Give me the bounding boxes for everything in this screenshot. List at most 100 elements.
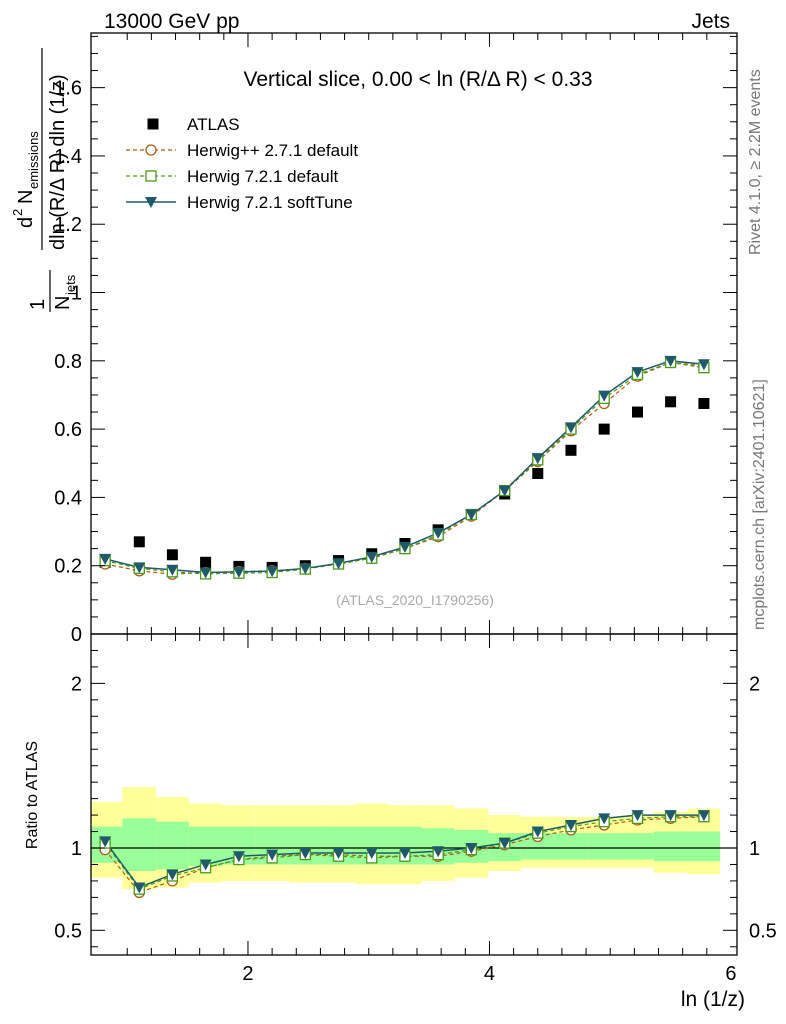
band-inner-1 <box>122 818 157 872</box>
main-softtune-point-9 <box>398 541 411 553</box>
legend: ATLAS Herwig++ 2.7.1 default Herwig 7.2.… <box>126 115 358 212</box>
main-softtune-point-10 <box>432 527 445 539</box>
ratio-softtune-point-12 <box>498 838 511 850</box>
main-atlas-point-14 <box>565 444 577 456</box>
main-softtune-point-6 <box>299 563 312 575</box>
main-atlas-point-16 <box>632 406 644 418</box>
band-inner-16 <box>621 833 654 860</box>
main-softtune-point-17 <box>664 355 677 367</box>
y-label-d: d <box>15 217 37 228</box>
y-label-n: N <box>15 190 37 204</box>
data-markers <box>99 355 710 899</box>
main-ytick-label-5: 1 <box>71 283 82 305</box>
ratio-softtune-point-4 <box>232 851 245 863</box>
ratio-ytick-label-right-1: 1 <box>749 838 760 860</box>
main-softtune-point-3 <box>199 567 212 579</box>
y-label-frac-num: 1 <box>27 299 49 310</box>
ratio-softtune-point-18 <box>697 810 710 822</box>
legend-symbol-herwig721 <box>145 170 157 182</box>
main-ytick-label-4: 0.8 <box>54 351 82 373</box>
main-softtune-point-7 <box>332 558 345 570</box>
ratio-y-axis-label: Ratio to ATLAS <box>24 741 41 849</box>
ratio-softtune-point-10 <box>432 846 445 858</box>
band-inner-15 <box>587 833 622 860</box>
ratio-ytick-label-left-1: 1 <box>71 838 82 860</box>
main-softtune-point-15 <box>598 390 611 402</box>
main-atlas-point-13 <box>532 468 544 480</box>
main-softtune-point-4 <box>232 566 245 578</box>
legend-label-softtune: Herwig 7.2.1 softTune <box>187 193 353 212</box>
rivet-label: Rivet 4.1.0, ≥ 2.2M events <box>747 69 764 255</box>
ratio-ytick-label-left-0: 0.5 <box>54 920 82 942</box>
main-atlas-point-15 <box>598 423 610 435</box>
axis-ticks: 0 0.2 0.4 0.6 0.8 1 1.2 1.4 1.6 2 4 6 0.5 0.5 1 1 2 2 <box>54 33 777 985</box>
ratio-frame <box>90 633 738 956</box>
band-inner-2 <box>156 821 189 870</box>
main-atlas-point-1 <box>133 536 145 548</box>
main-ytick-label-3: 0.6 <box>54 419 82 441</box>
legend-symbol-atlas <box>147 118 159 130</box>
main-ytick-label-2: 0.4 <box>54 487 82 509</box>
band-inner-14 <box>554 833 588 860</box>
y-label-frac-den-sub: jets <box>63 274 78 296</box>
ratio-ytick-label-right-2: 2 <box>749 673 760 695</box>
ratio-xtick-label-2: 6 <box>725 963 736 985</box>
mcplots-label: mcplots.cern.ch [arXiv:2401.10621] <box>751 379 768 630</box>
ratio-softtune-point-11 <box>465 843 478 854</box>
ratio-softtune-point-1 <box>133 882 146 894</box>
legend-label-herwig721: Herwig 7.2.1 default <box>187 167 338 186</box>
legend-label-atlas: ATLAS <box>187 115 240 134</box>
main-softtune-point-5 <box>266 566 279 578</box>
ratio-softtune-point-13 <box>531 826 544 838</box>
ratio-ytick-label-right-0: 0.5 <box>749 920 777 942</box>
ratio-softtune-point-17 <box>664 810 677 822</box>
main-softtune-point-1 <box>133 562 146 574</box>
main-ytick-label-8: 1.6 <box>54 78 82 100</box>
main-atlas-point-17 <box>665 396 677 408</box>
plot-title: Vertical slice, 0.00 < ln (R/Δ R) < 0.33 <box>243 68 592 91</box>
ratio-softtune-point-16 <box>631 810 644 822</box>
legend-symbol-herwigpp <box>145 144 157 156</box>
main-softtune-point-11 <box>465 509 478 521</box>
main-softtune-point-14 <box>564 422 577 434</box>
ratio-softtune-point-6 <box>299 847 312 859</box>
axes-frames <box>90 32 738 956</box>
ratio-softtune-point-0 <box>99 836 112 848</box>
ratio-softtune-point-5 <box>266 849 279 861</box>
x-axis-label: ln (1/z) <box>681 988 745 1011</box>
main-softtune-point-13 <box>531 453 544 465</box>
band-inner-17 <box>653 831 688 862</box>
ratio-softtune-point-15 <box>598 813 611 825</box>
main-softtune-point-18 <box>697 359 710 371</box>
ratio-softtune-point-7 <box>332 847 345 859</box>
main-softtune-point-2 <box>166 564 179 576</box>
main-ytick-label-1: 0.2 <box>54 556 82 578</box>
y-label-denominator: dln (R/Δ R) dln (1/z) <box>47 74 69 250</box>
main-atlas-point-2 <box>166 549 178 561</box>
ratio-softtune-point-8 <box>365 847 378 859</box>
ratio-xtick-label-0: 2 <box>242 963 253 985</box>
main-softtune-point-16 <box>631 367 644 379</box>
main-softtune-point-0 <box>99 553 112 565</box>
y-label-frac-den: N <box>52 296 74 310</box>
ratio-softtune-point-2 <box>166 869 179 881</box>
y-label-n-sub: emissions <box>26 131 41 189</box>
main-y-axis-label: 1 N jets d 2 N emissions dln (R/Δ R) dln… <box>10 48 78 312</box>
ratio-softtune-point-14 <box>564 819 577 831</box>
main-atlas-point-3 <box>200 556 212 568</box>
analysis-watermark: (ATLAS_2020_I1790256) <box>336 592 494 608</box>
legend-label-herwigpp: Herwig++ 2.7.1 default <box>187 141 358 160</box>
main-softtune-point-12 <box>498 485 511 497</box>
main-ytick-label-6: 1.2 <box>54 214 82 236</box>
y-label-d-sup: 2 <box>10 209 25 216</box>
ratio-softtune-point-9 <box>398 847 411 859</box>
main-atlas-point-18 <box>698 398 710 410</box>
ratio-uncertainty-bands <box>91 787 737 890</box>
header-right: Jets <box>691 10 730 33</box>
ratio-xtick-label-1: 4 <box>484 963 495 985</box>
band-inner-18 <box>687 831 721 862</box>
header-left: 13000 GeV pp <box>104 10 239 33</box>
ratio-ytick-label-left-2: 2 <box>71 673 82 695</box>
main-softtune-point-8 <box>365 551 378 563</box>
